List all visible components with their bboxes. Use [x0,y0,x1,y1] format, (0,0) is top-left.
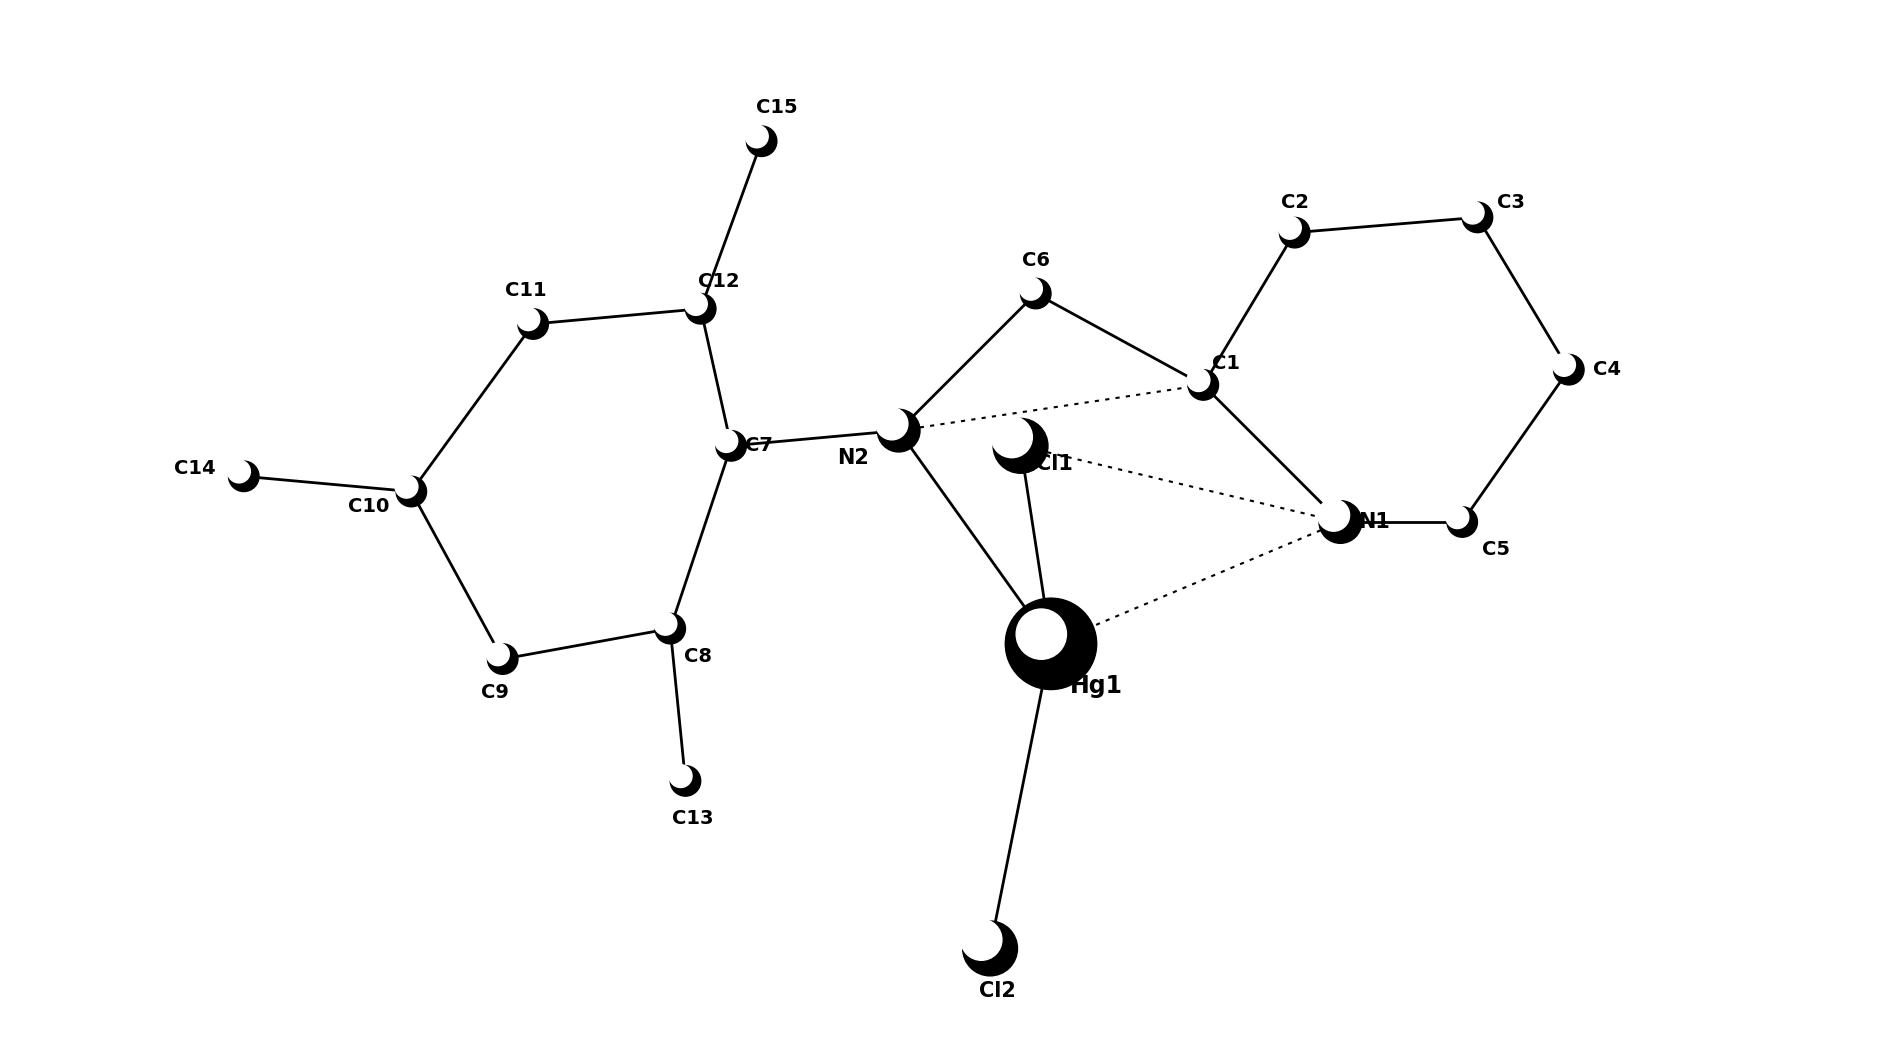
Text: C9: C9 [482,683,508,702]
Text: C5: C5 [1481,540,1510,559]
Circle shape [1319,501,1361,543]
Text: C4: C4 [1594,360,1620,379]
Circle shape [1005,598,1097,689]
Circle shape [653,613,676,635]
Circle shape [714,429,737,452]
Circle shape [1019,278,1041,300]
Circle shape [716,430,746,461]
Circle shape [685,293,716,324]
Circle shape [684,292,706,315]
Circle shape [1462,203,1493,233]
Circle shape [992,417,1032,457]
Text: Cl2: Cl2 [979,981,1017,1001]
Text: C8: C8 [684,646,712,665]
Text: Hg1: Hg1 [1070,674,1123,698]
Circle shape [1279,217,1310,247]
Circle shape [744,125,767,148]
Circle shape [1318,499,1350,531]
Circle shape [1445,505,1468,528]
Text: C14: C14 [175,459,215,478]
Circle shape [1186,369,1209,392]
Circle shape [516,308,539,331]
Text: C11: C11 [505,281,546,300]
Circle shape [518,309,548,339]
Circle shape [1030,623,1057,648]
Circle shape [486,643,508,666]
Circle shape [655,614,685,644]
Text: C10: C10 [348,497,388,517]
Circle shape [878,409,920,452]
Text: C2: C2 [1281,193,1308,212]
Circle shape [1552,354,1575,376]
Circle shape [670,765,701,797]
Text: C15: C15 [756,98,798,117]
Text: N1: N1 [1358,512,1390,532]
Circle shape [487,644,518,674]
Circle shape [746,126,777,157]
Circle shape [1188,370,1219,400]
Circle shape [668,764,691,787]
Text: C12: C12 [699,271,741,291]
Text: Cl1: Cl1 [1036,454,1072,474]
Circle shape [962,919,1002,960]
Text: C3: C3 [1497,193,1525,212]
Circle shape [1278,216,1300,239]
Circle shape [1460,201,1483,224]
Text: C1: C1 [1213,354,1240,373]
Text: C6: C6 [1022,251,1049,269]
Text: C7: C7 [744,436,773,455]
Text: C13: C13 [672,809,714,829]
Circle shape [1017,609,1066,659]
Circle shape [394,475,417,498]
Text: N2: N2 [838,448,868,468]
Circle shape [228,461,259,492]
Circle shape [876,408,908,440]
Circle shape [1447,506,1478,538]
Circle shape [963,921,1017,976]
Circle shape [1554,355,1584,385]
Circle shape [227,460,249,483]
Circle shape [994,419,1047,473]
Circle shape [1021,279,1051,309]
Circle shape [396,476,426,506]
